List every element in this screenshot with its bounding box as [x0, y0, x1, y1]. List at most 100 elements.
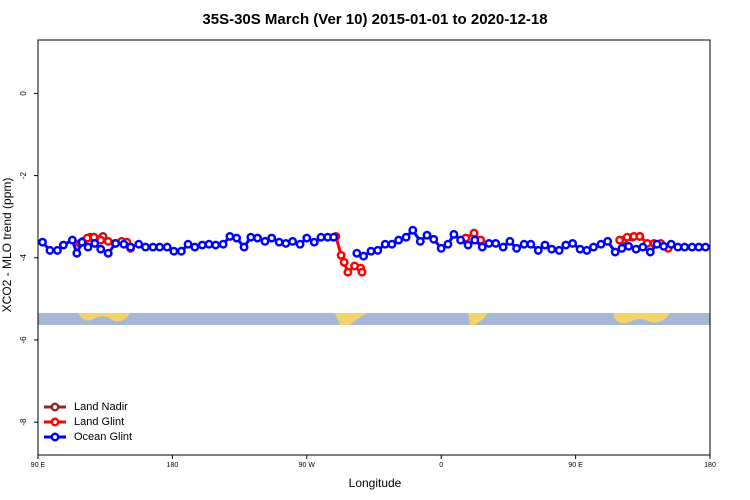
x-tick-label: 0 [439, 462, 443, 469]
point [126, 242, 136, 252]
point [253, 233, 262, 243]
point [141, 242, 150, 252]
point [443, 239, 453, 249]
point [52, 245, 62, 255]
point [111, 238, 121, 248]
legend: Land Nadir Land Glint Ocean Glint [44, 401, 132, 443]
x-tick-label: 180 [704, 462, 716, 469]
point [477, 242, 487, 252]
y-tick-label: 0 [19, 91, 28, 96]
point [148, 242, 158, 252]
point [469, 228, 479, 238]
point [394, 235, 404, 245]
point [533, 245, 543, 255]
y-tick-label: -2 [19, 171, 28, 179]
point [359, 251, 368, 261]
legend-marker [50, 417, 60, 427]
y-tick-label: -6 [19, 336, 28, 344]
point [309, 237, 319, 247]
point [491, 238, 501, 248]
point [336, 250, 346, 260]
point [547, 244, 557, 254]
plot-frame [37, 39, 711, 456]
point [568, 238, 578, 248]
point [638, 242, 648, 252]
point [526, 239, 536, 249]
point [540, 240, 550, 250]
point [239, 242, 249, 252]
map-strip [38, 313, 710, 325]
point [401, 232, 411, 242]
series [38, 225, 710, 261]
point [183, 239, 193, 249]
point [596, 239, 606, 249]
point [225, 231, 235, 241]
point [295, 239, 305, 249]
point [505, 236, 515, 246]
point [470, 235, 480, 245]
point [687, 242, 697, 252]
point [134, 239, 144, 249]
point [96, 244, 106, 254]
point [90, 238, 100, 248]
point [554, 245, 564, 255]
series [78, 231, 645, 246]
point [103, 248, 113, 258]
point [380, 239, 390, 249]
point [631, 244, 641, 254]
point [429, 234, 439, 244]
point [204, 239, 214, 249]
point [561, 240, 571, 250]
point [373, 245, 383, 255]
point [484, 238, 494, 248]
point [103, 236, 113, 246]
point [498, 242, 508, 252]
point [589, 242, 598, 252]
point [77, 237, 87, 247]
point [232, 233, 242, 243]
x-axis-label: Longitude [349, 476, 402, 490]
point [197, 240, 207, 250]
point [652, 239, 662, 249]
x-tick-label: 90 W [299, 462, 316, 469]
chart-title: 35S-30S March (Ver 10) 2015-01-01 to 202… [202, 11, 547, 28]
point [218, 239, 228, 249]
point [246, 232, 256, 242]
point [83, 242, 93, 252]
legend-marker [50, 432, 60, 442]
point [329, 232, 339, 242]
y-tick-label: -4 [19, 254, 28, 262]
point [615, 235, 625, 245]
point [316, 232, 326, 242]
legend-label: Land Nadir [74, 401, 128, 413]
point [575, 244, 585, 254]
y-tick-label: -8 [19, 418, 28, 426]
point [666, 239, 676, 249]
point [162, 242, 172, 252]
y-axis-label: XCO2 - MLO trend (ppm) [0, 178, 14, 313]
legend-label: Land Glint [74, 416, 124, 428]
point [67, 235, 77, 245]
point [463, 240, 473, 250]
point [449, 229, 459, 239]
point [302, 233, 312, 243]
legend-marker [50, 402, 60, 412]
point [260, 236, 270, 246]
point [694, 242, 704, 252]
x-tick-label: 90 E [31, 462, 46, 469]
point [281, 238, 291, 248]
point [701, 242, 710, 252]
point [58, 240, 68, 250]
point [659, 241, 669, 251]
point [408, 225, 418, 235]
point [366, 246, 376, 256]
point [622, 232, 632, 242]
point [610, 247, 620, 257]
series-line [82, 234, 640, 243]
point [387, 239, 397, 249]
point [422, 230, 432, 240]
point [211, 240, 221, 250]
point [352, 248, 362, 258]
point [176, 246, 186, 256]
point [680, 242, 690, 252]
